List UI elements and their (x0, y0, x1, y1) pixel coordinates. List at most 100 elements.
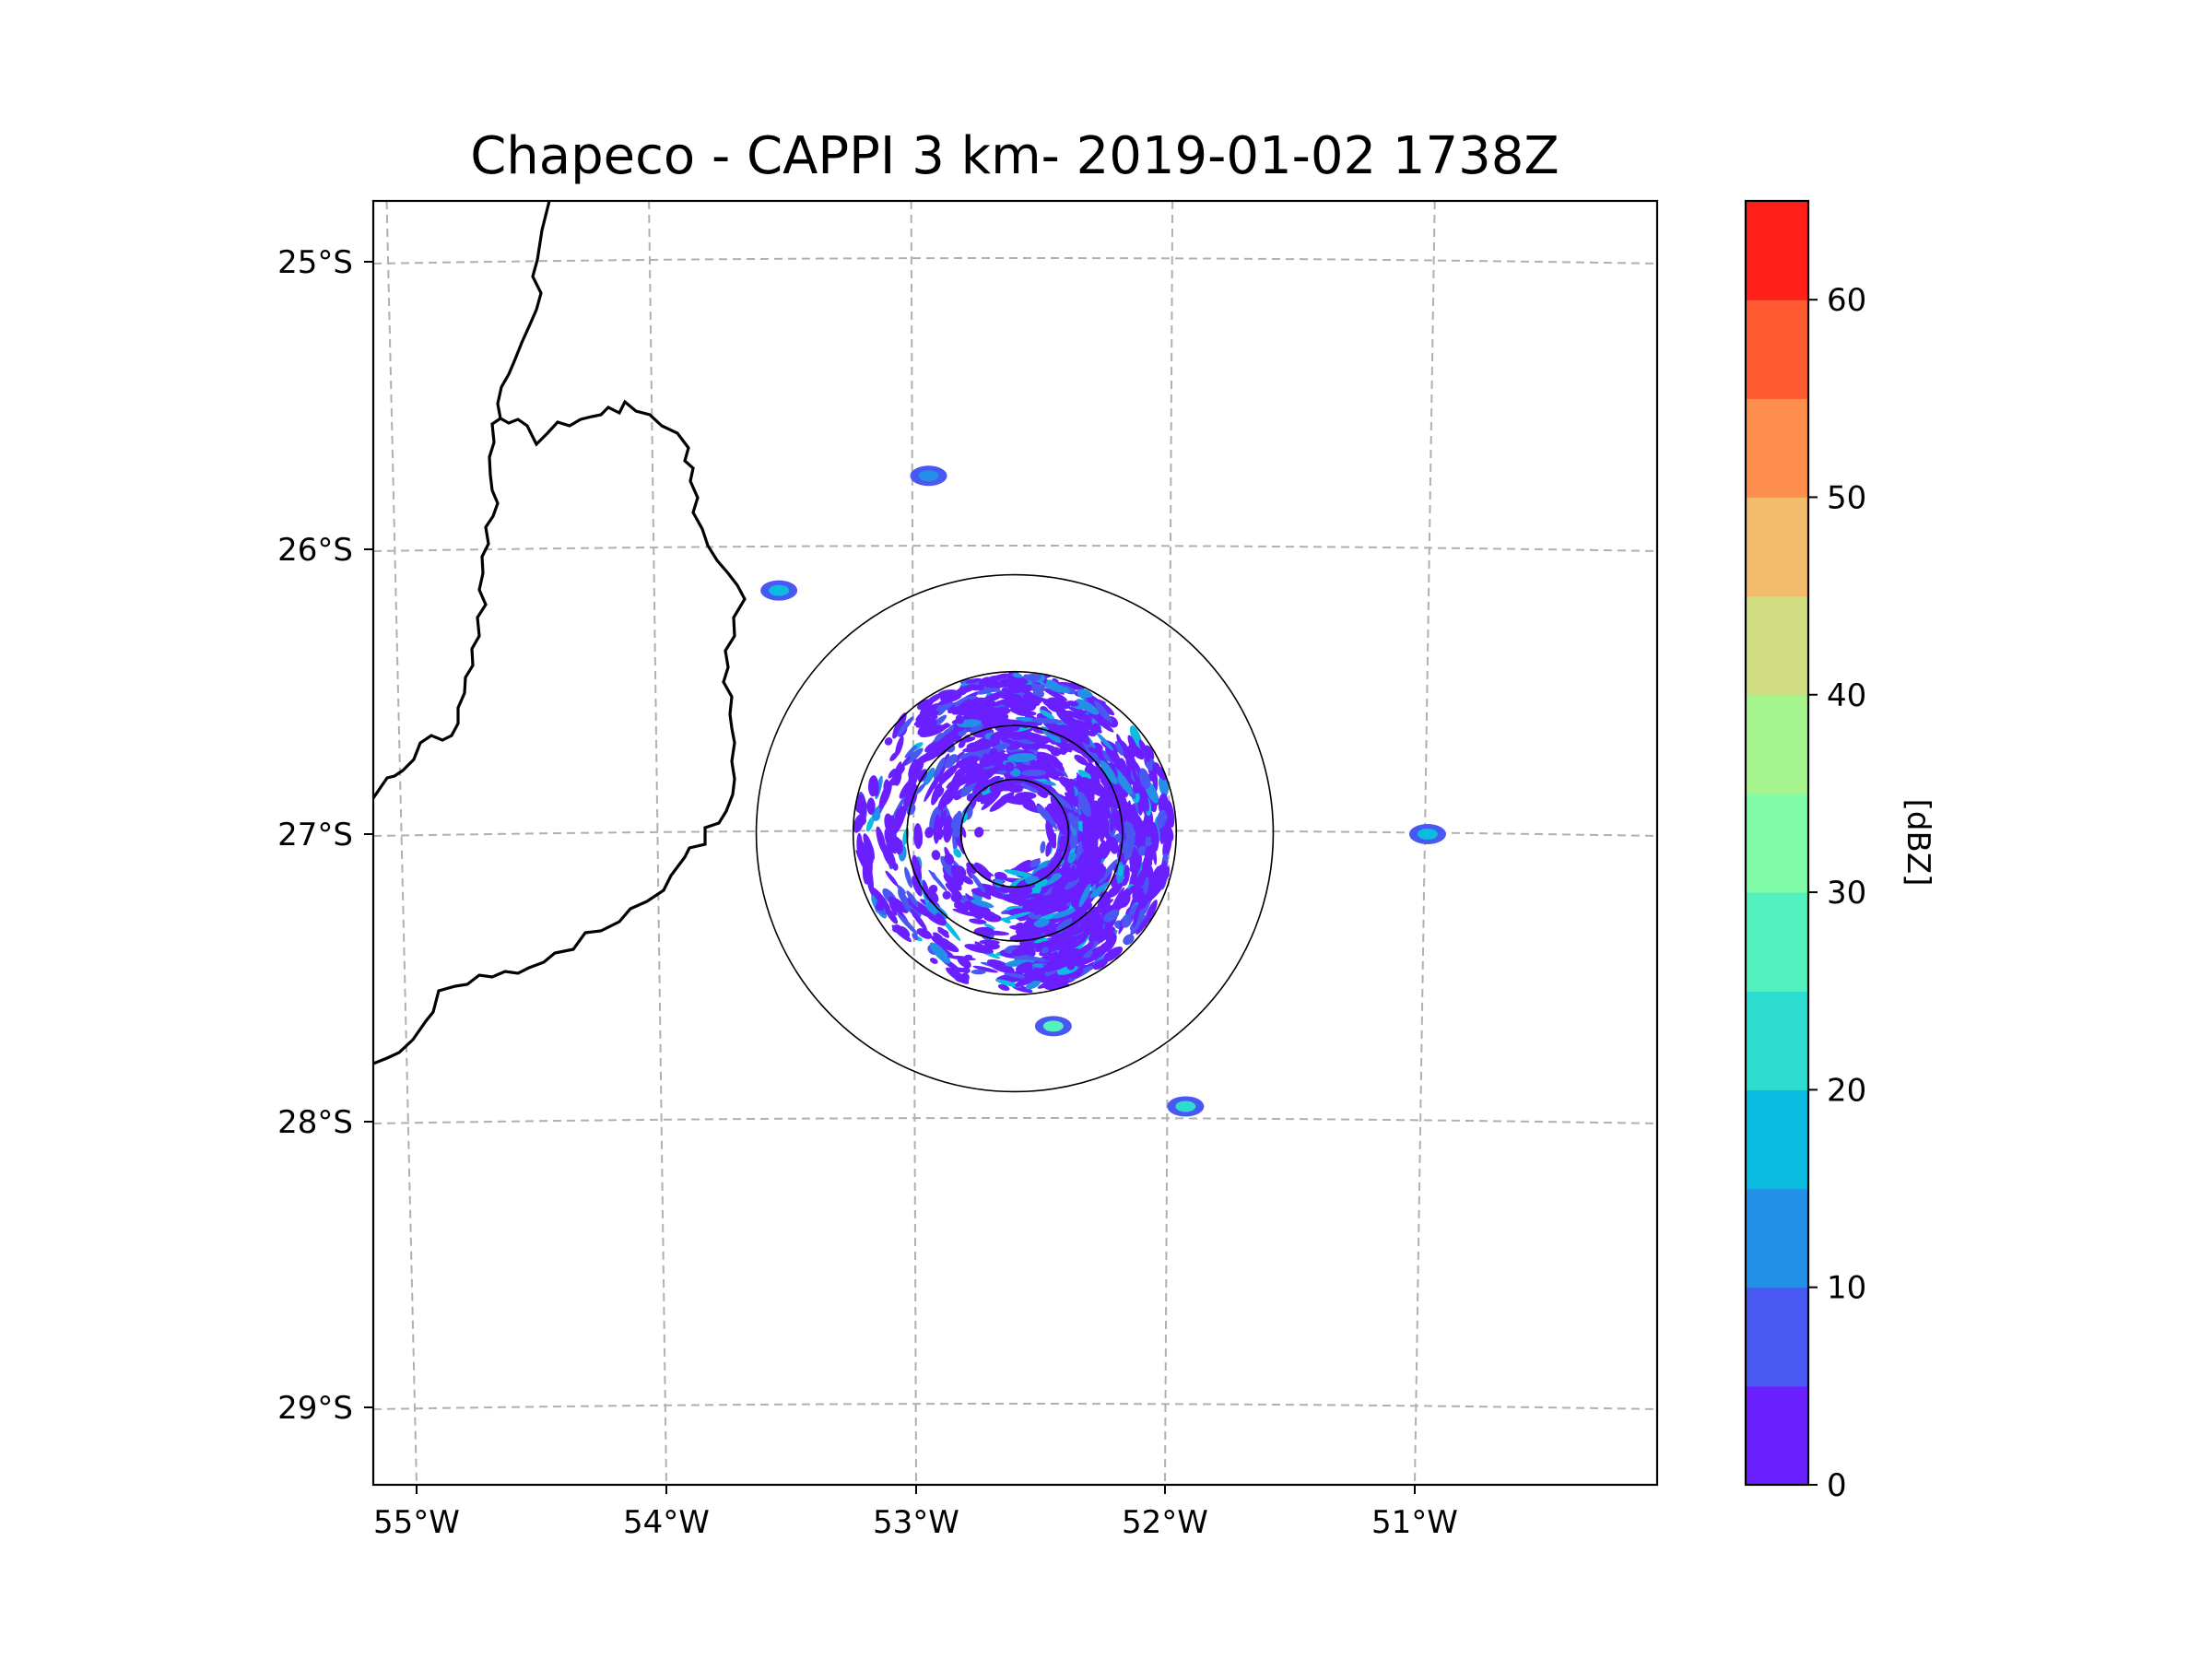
echo-cell (1117, 865, 1124, 877)
echo-cell (1067, 852, 1077, 864)
echo-cell (958, 973, 970, 983)
echo-cell (974, 862, 992, 879)
echo-cell (1078, 883, 1091, 908)
echo-cell (1004, 972, 1033, 980)
echo-cell (950, 865, 964, 886)
echo-cell (1132, 902, 1141, 928)
echo-cell (1000, 794, 1030, 806)
echo-cell (1033, 744, 1055, 749)
range-ring (959, 778, 1070, 888)
echo-cell (1152, 845, 1158, 865)
echo-cell (1040, 841, 1046, 853)
echo-cell (1055, 884, 1073, 907)
echo-cell (937, 704, 948, 716)
echo-cell (936, 740, 955, 758)
echo-cell (1125, 821, 1135, 849)
echo-cell (1087, 831, 1098, 858)
echo-cell (1065, 929, 1093, 946)
echo-cell (1047, 914, 1073, 924)
echo-cell (1017, 928, 1037, 940)
echo-cell (965, 677, 982, 684)
echo-cell (998, 677, 1029, 687)
echo-cell (1057, 827, 1071, 856)
echo-cell (913, 823, 924, 850)
echo-cell (1123, 885, 1135, 900)
colorbar-tick-label: 0 (1827, 1467, 1847, 1504)
echo-cell (922, 879, 930, 901)
echo-cell (994, 711, 1009, 720)
echo-cell (931, 782, 943, 806)
echo-cell (1100, 759, 1118, 785)
echo-cell (1143, 794, 1149, 812)
range-ring (755, 573, 1275, 1093)
colorbar-swatch (1746, 595, 1808, 696)
echo-cell (911, 909, 927, 931)
echo-cell (994, 719, 1025, 724)
echo-cell (896, 716, 914, 737)
echo-cell (1110, 883, 1124, 898)
echo-cell (1093, 959, 1109, 971)
echo-cell (994, 692, 1018, 700)
echo-cell (1060, 888, 1085, 905)
echo-cell (959, 875, 973, 885)
echo-cell (1065, 700, 1079, 707)
echo-cell (1088, 712, 1112, 725)
echo-cell (1129, 725, 1143, 748)
echo-cell (1074, 710, 1093, 724)
echo-cell (988, 752, 1007, 761)
echo-cell (937, 786, 953, 810)
echo-cell (1030, 859, 1041, 868)
echo-cell (1141, 819, 1151, 832)
echo-cell (954, 762, 977, 776)
echo-cell (954, 900, 963, 909)
echo-cell (930, 935, 959, 953)
x-tick-label: 52°W (1122, 1504, 1208, 1541)
echo-cell (933, 757, 946, 779)
echo-cell (971, 969, 986, 975)
echo-cell (1023, 971, 1047, 982)
echo-cell (974, 827, 984, 838)
echo-cell (865, 866, 872, 894)
echo-cell (1165, 800, 1175, 828)
echo-cell (1088, 747, 1098, 754)
echo-cell (885, 907, 899, 924)
echo-cell (988, 687, 1001, 693)
echo-cell (931, 871, 937, 881)
echo-cell (1060, 825, 1067, 835)
echo-cell (1020, 769, 1047, 777)
echo-cell (1031, 717, 1062, 724)
echo-cell (1112, 887, 1125, 909)
echo-cell (1032, 963, 1044, 969)
echo-cell (1053, 934, 1064, 943)
echo-cell (958, 740, 966, 748)
echo-cell (1105, 949, 1121, 960)
colorbar-tick-label: 20 (1827, 1072, 1866, 1109)
echo-cell (912, 876, 923, 897)
echo-cell (1111, 780, 1127, 805)
echo-cell (904, 745, 917, 759)
echo-cell (980, 793, 996, 805)
echo-cell (997, 983, 1010, 991)
echo-cell (919, 706, 927, 715)
echo-cell (1010, 944, 1037, 957)
colorbar-swatch (1746, 793, 1808, 893)
echo-cell (966, 742, 980, 750)
echo-cell (928, 884, 938, 894)
echo-cell (1065, 792, 1079, 807)
echo-cell (1034, 878, 1048, 888)
colorbar-tick-label: 10 (1827, 1270, 1866, 1307)
echo-cell (908, 768, 917, 794)
echo-cell (978, 883, 1006, 900)
echo-cell (1065, 778, 1076, 798)
range-ring (906, 724, 1124, 942)
x-axis: 55°W 54°W 53°W 52°W 51°W (373, 1485, 1458, 1541)
echo-cell (1008, 887, 1033, 896)
lat-gridline (373, 1403, 1657, 1410)
echo-cell (1078, 749, 1090, 760)
echo-cell (1091, 945, 1103, 959)
echo-cell (1042, 721, 1073, 736)
echo-cell (944, 846, 953, 865)
echo-cell (1126, 809, 1140, 830)
echo-cell (929, 942, 951, 964)
